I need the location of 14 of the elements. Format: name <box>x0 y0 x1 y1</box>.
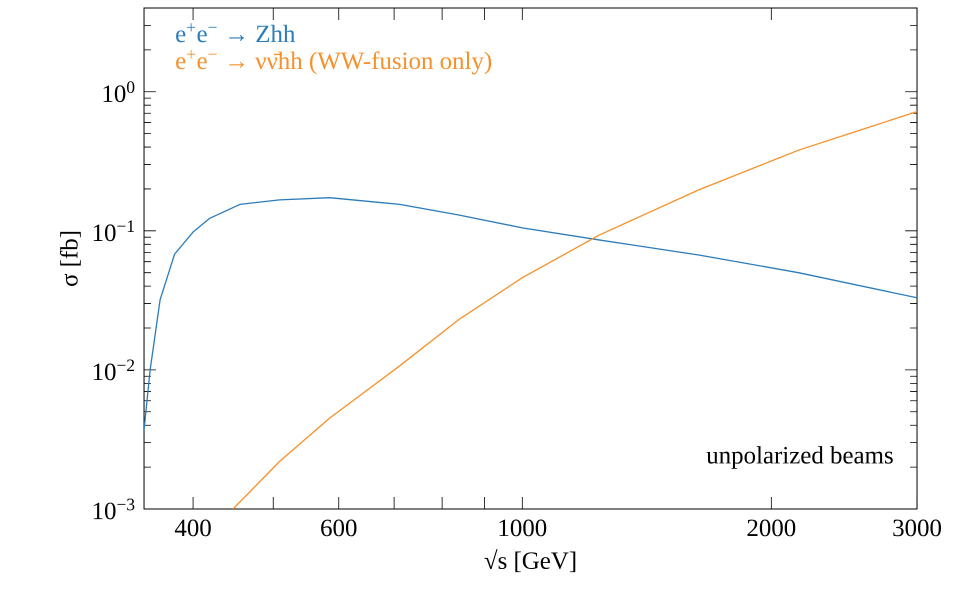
text: e$^{+}$e$^{−}$ → νν̄hh (WW-fusion only) <box>176 50 492 74</box>
x-tick-label: 3000 <box>893 519 941 536</box>
y-tick-label: 10$^{−2}$ <box>94 360 134 380</box>
x-tick-label: 600 <box>321 519 356 536</box>
y-axis-title: σ [fb] <box>60 232 81 286</box>
annotation: unpolarized beams <box>706 446 893 469</box>
x-tick-label: 400 <box>174 519 211 536</box>
x-tick-label: 1000 <box>500 519 546 536</box>
y-tick-label: 10$^{−1}$ <box>94 220 134 242</box>
x-axis-title: √s [GeV] <box>484 549 576 572</box>
y-tick-label: 10$^{−3}$ <box>94 498 134 520</box>
text: e$^{+}$e$^{−}$ → Zhh <box>176 23 296 42</box>
y-tick-label: 10$^{0}$ <box>104 81 134 102</box>
x-tick-label: 2000 <box>748 519 796 536</box>
